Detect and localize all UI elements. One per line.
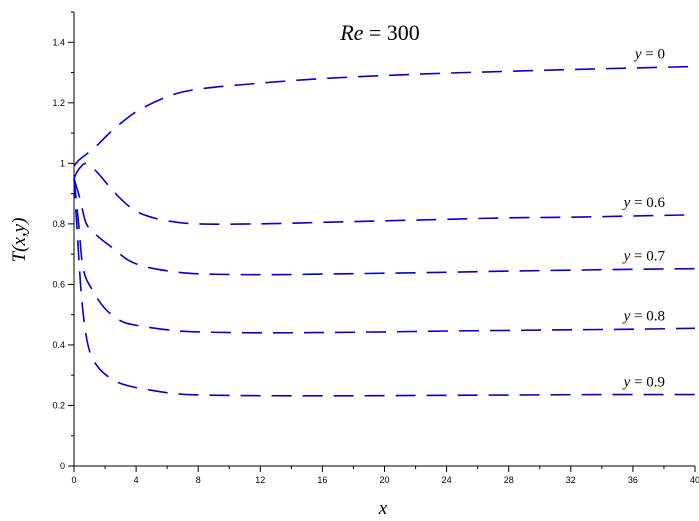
curve-labels: y = 0 y = 0.6 y = 0.7 y = 0.8 y = 0.9 [622,46,666,390]
series-line [73,162,696,225]
curves [73,65,696,397]
series-line [73,178,695,397]
x-tick-label: 36 [628,475,638,485]
series-label: y = 0.6 [622,195,666,211]
x-tick-label: 4 [134,475,139,485]
x-tick-label: 28 [504,475,514,485]
x-tick-label: 0 [71,475,76,485]
y-tick-label: 1 [60,158,65,168]
x-tick-label: 32 [566,475,576,485]
x-tick-label: 16 [317,475,327,485]
y-tick-label: 1.4 [52,37,65,47]
x-tick-label: 40 [690,475,699,485]
y-tick-label: 0.8 [52,219,65,229]
series-line [73,178,696,334]
series-label: y = 0 [633,46,665,62]
y-tick-label: 0.6 [52,279,65,289]
y-tick-label: 0 [60,461,65,471]
chart-title: Re = 300 [339,20,420,45]
series-line [73,178,696,276]
y-axis-title: T(x,y) [9,218,30,263]
x-tick-label: 24 [442,475,452,485]
x-tick-label: 12 [255,475,265,485]
x-tick-label: 8 [196,475,201,485]
y-tick-label: 0.4 [52,340,65,350]
x-tick-label: 20 [379,475,389,485]
x-axis-title: x [378,498,388,519]
series-label: y = 0.7 [622,249,666,265]
series-line [73,65,696,167]
y-tick-label: 1.2 [52,98,65,108]
ticks: 0 4 8 12 16 20 24 28 32 36 40 0 0.2 0.4 0.6 0.8 1 1.2 1.4 [52,11,699,485]
axes [73,12,695,467]
series-label: y = 0.8 [622,308,665,324]
y-tick-label: 0.2 [52,400,65,410]
series-label: y = 0.9 [622,375,665,391]
